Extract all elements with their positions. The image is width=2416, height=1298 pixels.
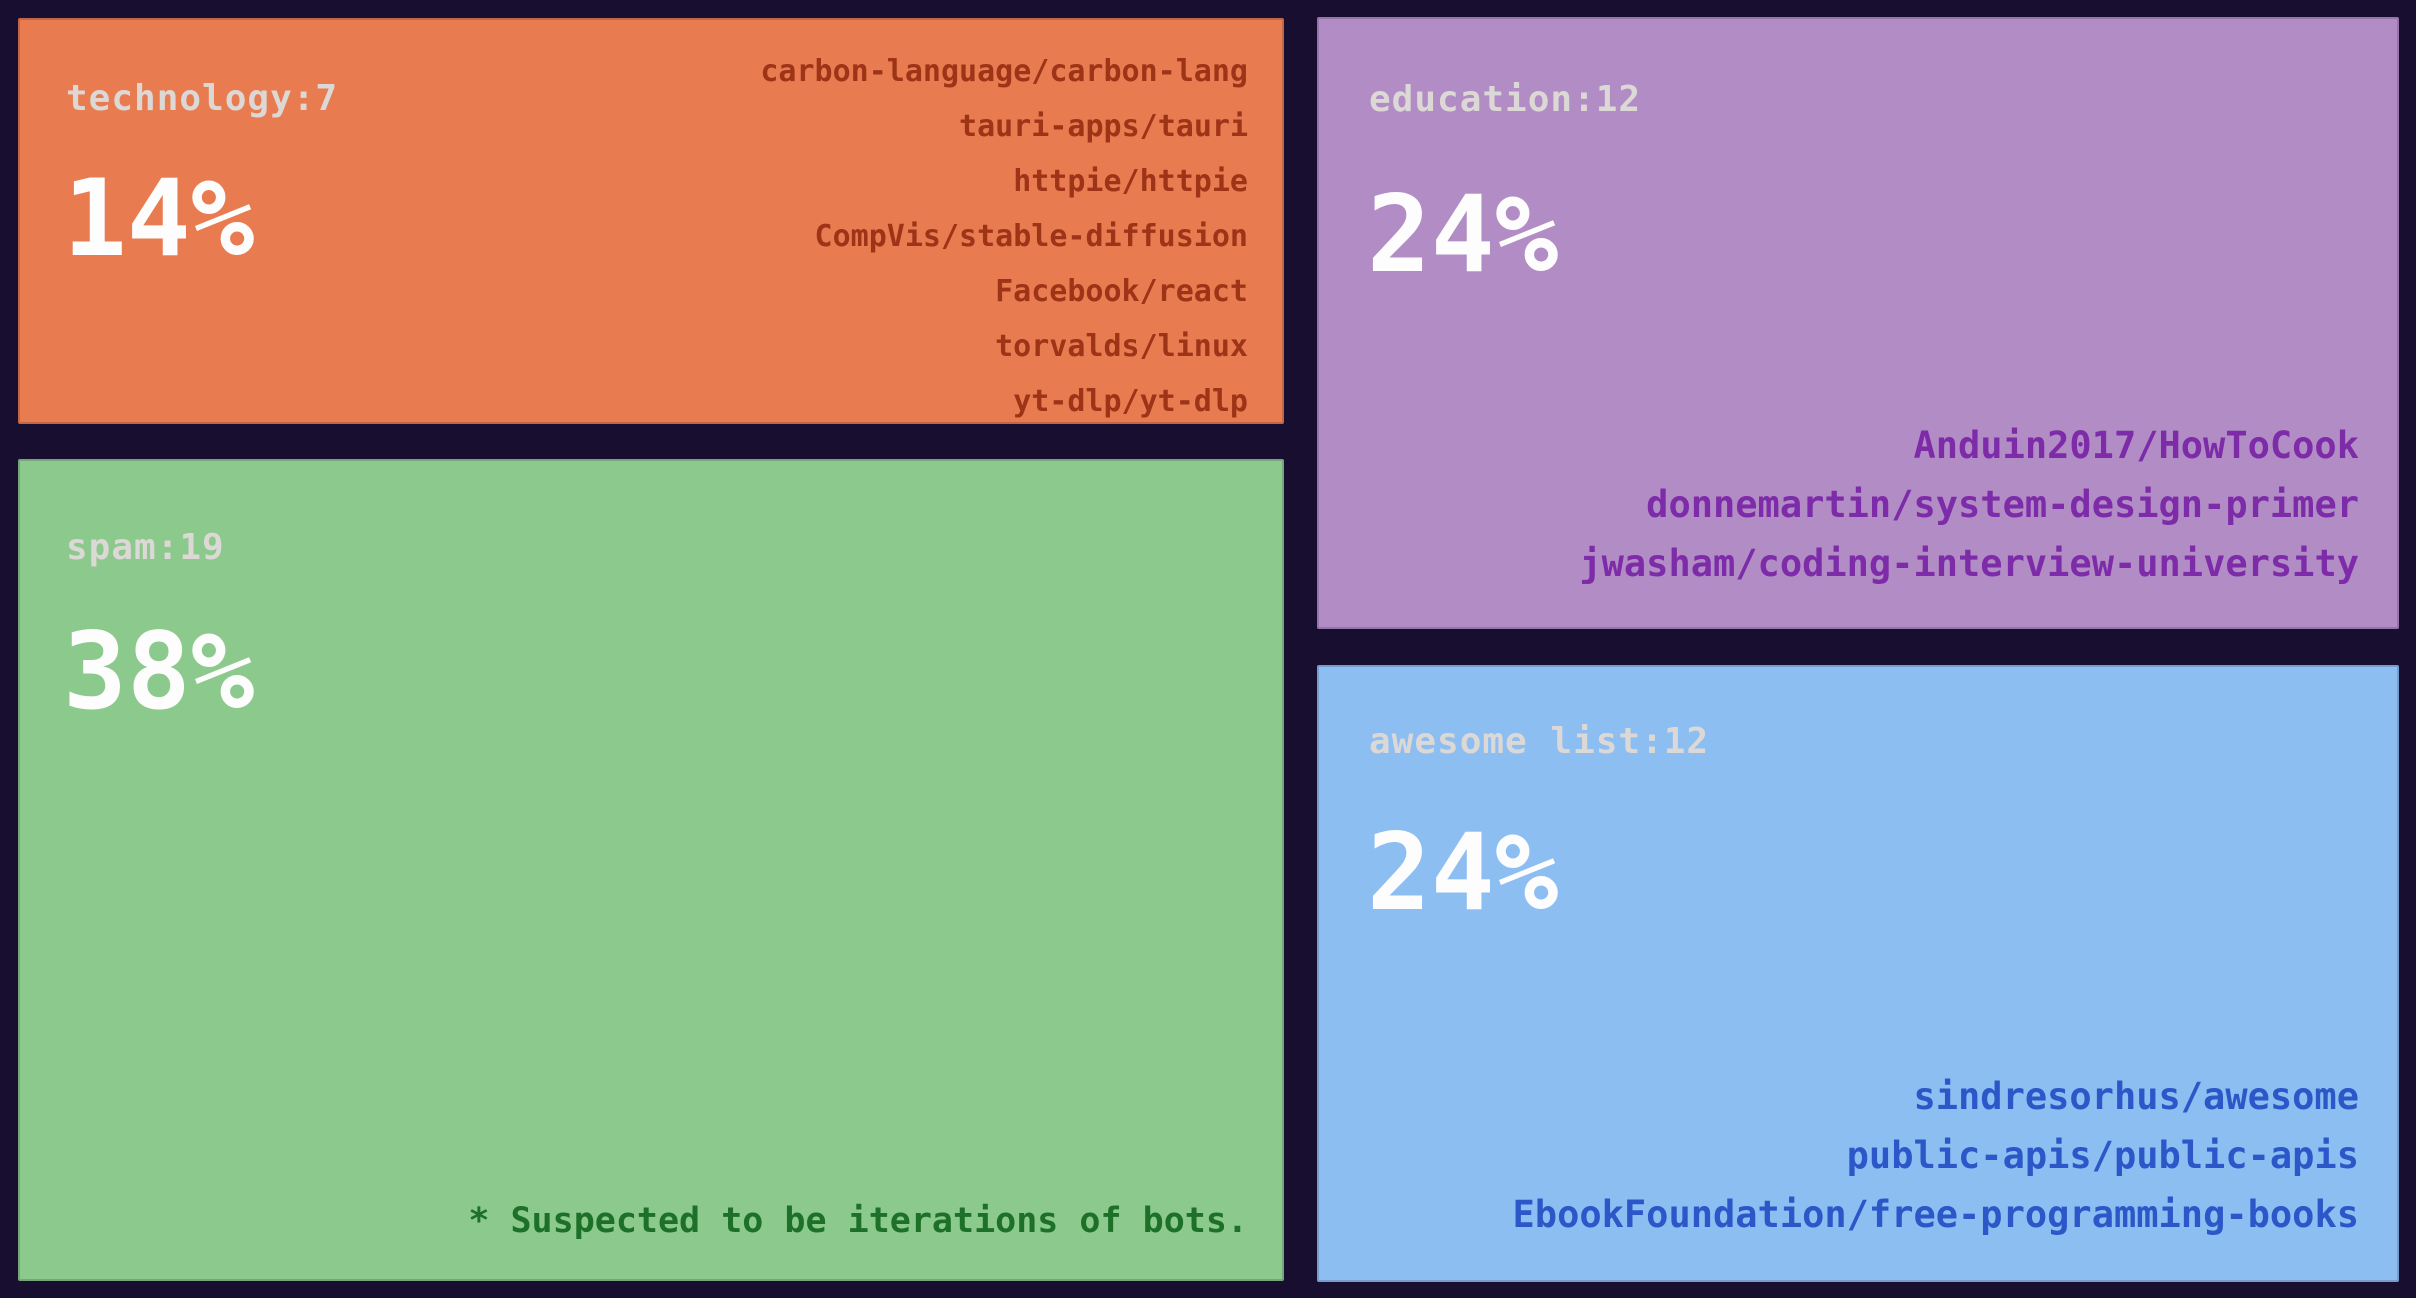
tile-awesome-list-percent: 24% [1367, 811, 1559, 934]
treemap-tile-spam: spam:19 38% * Suspected to be iterations… [18, 459, 1284, 1281]
tile-spam-label: spam:19 [66, 527, 225, 568]
repo-item: carbon-language/carbon-lang [760, 54, 1248, 89]
repo-item: CompVis/stable-diffusion [814, 219, 1248, 254]
tile-technology-percent: 14% [63, 157, 255, 280]
repo-item: EbookFoundation/free-programming-books [1512, 1193, 2359, 1236]
tile-education-label: education:12 [1369, 79, 1642, 120]
repo-item: torvalds/linux [995, 329, 1248, 364]
tile-spam-percent: 38% [63, 610, 255, 733]
tile-education-repo-list: Anduin2017/HowToCook donnemartin/system-… [1579, 416, 2359, 593]
tile-technology-repo-list: carbon-language/carbon-lang tauri-apps/t… [760, 44, 1248, 429]
treemap-tile-education: education:12 24% Anduin2017/HowToCook do… [1317, 17, 2399, 629]
repo-item: jwasham/coding-interview-university [1579, 542, 2359, 585]
tile-awesome-list-repo-list: sindresorhus/awesome public-apis/public-… [1513, 1067, 2359, 1244]
tile-technology-label: technology:7 [66, 78, 339, 119]
repo-item: Anduin2017/HowToCook [1913, 424, 2359, 467]
tile-spam-footnote: * Suspected to be iterations of bots. [468, 1201, 1248, 1241]
repo-item: httpie/httpie [1013, 164, 1248, 199]
tile-education-percent: 24% [1367, 173, 1559, 296]
repo-item: sindresorhus/awesome [1913, 1075, 2359, 1118]
tile-awesome-list-label: awesome list:12 [1369, 721, 1710, 762]
repo-item: yt-dlp/yt-dlp [1013, 384, 1248, 419]
repo-item: Facebook/react [995, 274, 1248, 309]
treemap-tile-awesome-list: awesome list:12 24% sindresorhus/awesome… [1317, 665, 2399, 1282]
repo-item: tauri-apps/tauri [959, 109, 1248, 144]
treemap-tile-technology: technology:7 14% carbon-language/carbon-… [18, 18, 1284, 424]
repo-item: public-apis/public-apis [1846, 1134, 2359, 1177]
repo-item: donnemartin/system-design-primer [1646, 483, 2359, 526]
